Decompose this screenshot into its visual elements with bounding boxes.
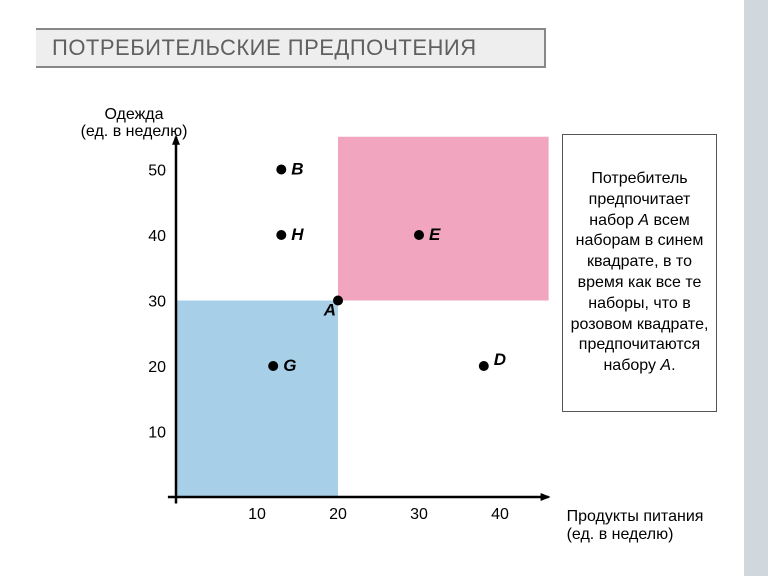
x-tick-label: 10 — [248, 506, 266, 523]
point-B — [276, 165, 286, 175]
x-tick-label: 20 — [329, 506, 347, 523]
y-axis-label: Одежда — [104, 106, 163, 123]
pink-region — [338, 137, 549, 301]
point-label-H: H — [291, 225, 304, 244]
blue-region — [176, 301, 338, 498]
point-label-D: D — [494, 350, 506, 369]
x-axis-arrow-icon — [541, 493, 551, 501]
point-label-G: G — [283, 356, 296, 375]
y-tick-label: 20 — [148, 359, 166, 376]
y-tick-label: 50 — [148, 163, 166, 180]
y-tick-label: 10 — [148, 425, 166, 442]
point-D — [479, 361, 489, 371]
x-axis-label: Продукты питания — [567, 508, 704, 525]
x-tick-label: 30 — [410, 506, 428, 523]
point-label-A: A — [323, 301, 336, 320]
y-tick-label: 30 — [148, 294, 166, 311]
description-text: Потребитель предпочитает набор A всем на… — [565, 169, 714, 377]
y-tick-label: 40 — [148, 228, 166, 245]
x-axis-label-2: (ед. в неделю) — [567, 526, 674, 543]
point-G — [268, 361, 278, 371]
point-E — [414, 230, 424, 240]
point-H — [276, 230, 286, 240]
point-label-B: B — [291, 160, 303, 179]
x-tick-label: 40 — [491, 506, 509, 523]
y-axis-label-2: (ед. в неделю) — [81, 123, 188, 140]
point-label-E: E — [429, 225, 441, 244]
description-box: Потребитель предпочитает набор A всем на… — [562, 134, 717, 412]
